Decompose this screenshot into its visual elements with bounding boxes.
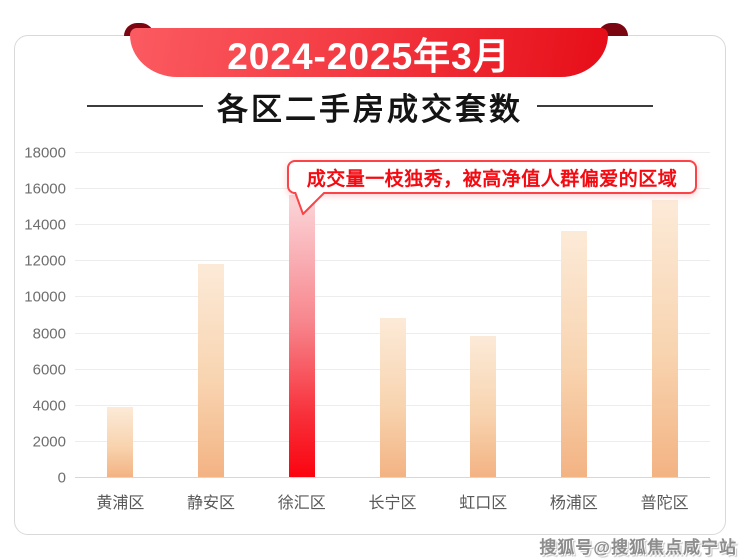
gridline-18000 xyxy=(75,152,710,153)
gridline-14000 xyxy=(75,224,710,226)
y-axis-tick-8000: 8000 xyxy=(32,325,66,343)
y-axis-tick-4000: 4000 xyxy=(32,397,66,415)
watermark: 搜狐号@搜狐焦点咸宁站 xyxy=(539,538,737,557)
section-title-row: 各区二手房成交套数 xyxy=(0,86,740,127)
period-banner-label: 2024-2025年3月 xyxy=(227,35,511,77)
highlight-callout: 成交量一枝独秀，被高净值人群偏爱的区域 xyxy=(287,160,697,194)
x-axis-tick-黄浦区: 黄浦区 xyxy=(96,495,145,512)
x-axis-tick-杨浦区: 杨浦区 xyxy=(549,495,598,512)
x-axis-tick-长宁区: 长宁区 xyxy=(368,495,417,512)
bar-黄浦区 xyxy=(107,406,134,477)
page-title: 各区二手房成交套数 xyxy=(217,91,523,127)
title-rule-left xyxy=(87,105,203,107)
bar-静安区 xyxy=(198,263,225,477)
period-banner: 2024-2025年3月 xyxy=(130,28,608,77)
x-axis-tick-徐汇区: 徐汇区 xyxy=(277,495,326,512)
gridline-12000 xyxy=(75,260,710,262)
y-axis-tick-6000: 6000 xyxy=(32,361,66,379)
y-axis-tick-18000: 18000 xyxy=(24,144,66,162)
y-axis-tick-0: 0 xyxy=(57,469,66,487)
y-axis-tick-14000: 14000 xyxy=(24,216,66,234)
y-axis-tick-16000: 16000 xyxy=(24,180,66,198)
bar-虹口区 xyxy=(470,336,497,477)
y-axis-tick-10000: 10000 xyxy=(24,288,66,306)
bar-杨浦区 xyxy=(560,230,587,477)
x-axis-tick-静安区: 静安区 xyxy=(187,495,236,512)
bar-普陀区 xyxy=(651,199,678,477)
callout-tail-shape xyxy=(294,192,326,215)
gridline-0 xyxy=(75,477,710,478)
bar-徐汇区 xyxy=(288,195,315,477)
y-axis-tick-2000: 2000 xyxy=(32,433,66,451)
bar-chart-plot: 0 2000 4000 6000 8000 10000 12000 14000 16000 180… xyxy=(24,145,710,512)
bar-长宁区 xyxy=(379,318,406,477)
x-axis-tick-普陀区: 普陀区 xyxy=(640,495,689,512)
x-axis-tick-虹口区: 虹口区 xyxy=(459,495,508,512)
gridline-10000 xyxy=(75,296,710,298)
title-rule-right xyxy=(537,105,653,107)
y-axis-tick-12000: 12000 xyxy=(24,252,66,270)
highlight-callout-text: 成交量一枝独秀，被高净值人群偏爱的区域 xyxy=(306,168,678,190)
